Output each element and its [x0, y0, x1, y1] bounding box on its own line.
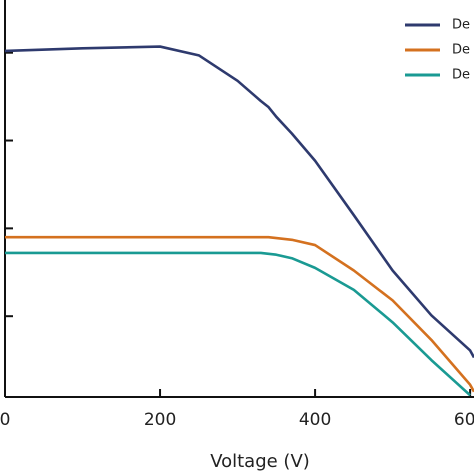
series-line [4, 45, 474, 359]
series-line [5, 235, 474, 393]
legend-label: De [452, 68, 470, 83]
series-line [5, 251, 471, 397]
x-tick-label: 200 [144, 410, 176, 430]
x-tick-label: 400 [299, 410, 331, 430]
x-tick-label: 600 [454, 410, 474, 430]
legend-label: De [452, 43, 470, 58]
legend-label: De [452, 18, 470, 33]
x-axis-title: Voltage (V) [210, 451, 310, 472]
x-tick-label: 0 [0, 410, 10, 430]
